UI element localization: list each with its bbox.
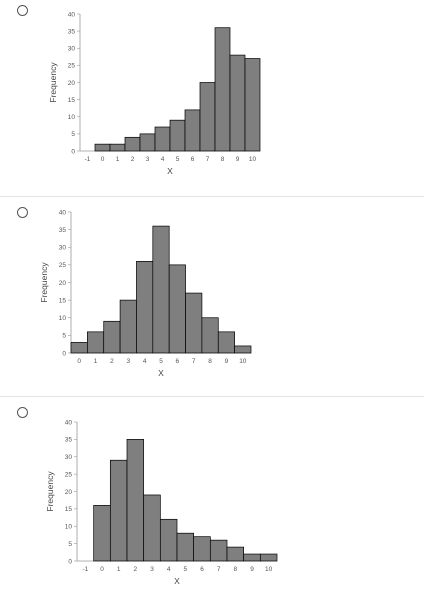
y-tick-label: 25 [65, 471, 73, 478]
histogram-bar [209, 539, 228, 562]
x-tick-label: 5 [176, 156, 180, 163]
y-tick-label: 30 [65, 454, 73, 461]
y-tick-label: 25 [59, 262, 67, 269]
x-tick-label: 6 [176, 358, 180, 365]
histogram-bar [234, 345, 252, 354]
y-tick-label: 35 [65, 437, 73, 444]
x-tick-label: 8 [234, 566, 238, 573]
y-tick-label: 10 [65, 524, 73, 531]
x-tick-label: 1 [116, 156, 120, 163]
x-tick-label: 3 [146, 156, 150, 163]
x-tick-label: 7 [217, 566, 221, 573]
x-tick-label: 10 [265, 566, 273, 573]
y-tick-label: 0 [62, 350, 66, 357]
y-tick-label: 5 [62, 333, 66, 340]
x-tick-label: 2 [131, 156, 135, 163]
y-tick-label: 30 [68, 46, 76, 53]
x-tick-label: 4 [143, 358, 147, 365]
x-tick-label: 6 [200, 566, 204, 573]
x-tick-label: 10 [239, 358, 247, 365]
histogram-bar [259, 553, 278, 562]
x-axis-label: X [174, 576, 180, 586]
histogram-bar [176, 532, 195, 562]
x-tick-label: 2 [110, 358, 114, 365]
x-tick-label: 4 [167, 566, 171, 573]
y-tick-label: 15 [59, 297, 67, 304]
x-tick-label: 10 [249, 156, 257, 163]
y-tick-label: 35 [68, 28, 76, 35]
histogram-bar [126, 439, 145, 562]
x-tick-label: 7 [192, 358, 196, 365]
x-tick-label: 3 [150, 566, 154, 573]
histogram-bar [193, 536, 211, 562]
x-tick-label: 9 [250, 566, 254, 573]
x-tick-label: 8 [221, 156, 225, 163]
x-tick-label: 9 [236, 156, 240, 163]
x-tick-label: 7 [206, 156, 210, 163]
x-tick-label: 1 [117, 566, 121, 573]
y-tick-label: 10 [68, 114, 76, 121]
y-tick-label: 15 [68, 97, 76, 104]
y-tick-label: 40 [59, 209, 67, 216]
option-divider [0, 396, 424, 397]
option-divider [0, 196, 424, 197]
y-axis-label: Frequency [39, 262, 49, 303]
histogram-bar [143, 494, 161, 562]
y-tick-label: 20 [65, 489, 73, 496]
histogram-bar [109, 459, 128, 562]
x-tick-label: 6 [191, 156, 195, 163]
x-tick-label: 9 [225, 358, 229, 365]
x-tick-label: 0 [101, 156, 105, 163]
y-tick-label: 30 [59, 245, 67, 252]
x-tick-label: 3 [126, 358, 130, 365]
radio-button-option-3[interactable] [17, 407, 28, 418]
y-tick-label: 40 [65, 419, 73, 426]
x-tick-label: 5 [184, 566, 188, 573]
y-tick-label: 35 [59, 227, 67, 234]
y-axis-label: Frequency [45, 471, 55, 512]
y-tick-label: 5 [71, 131, 75, 138]
answer-option-2 [0, 197, 424, 396]
x-tick-label: -1 [82, 566, 88, 573]
x-tick-label: 1 [94, 358, 98, 365]
x-tick-label: -1 [85, 156, 91, 163]
x-tick-label: 0 [77, 358, 81, 365]
histogram-chart: 0 5 10 15 20 25 30 35 40 -1 0 1 2 3 4 5 6 7 8 9 10 X Frequency [48, 11, 261, 176]
y-tick-label: 20 [68, 80, 76, 87]
x-tick-label: 5 [159, 358, 163, 365]
x-axis-label: X [167, 166, 173, 176]
y-tick-label: 15 [65, 506, 73, 513]
histogram-bar [93, 505, 111, 562]
histogram-bar [243, 553, 261, 562]
x-axis-label: X [158, 368, 164, 378]
x-tick-label: 0 [100, 566, 104, 573]
radio-button-option-1[interactable] [17, 5, 28, 16]
histogram-bar [217, 331, 235, 354]
answer-option-1: 0 5 10 15 20 25 30 35 40 -1 0 1 2 3 4 5 6 7 8 9 10 X Frequency [0, 0, 424, 196]
y-tick-label: 5 [68, 541, 72, 548]
x-tick-label: 2 [134, 566, 138, 573]
answer-option-3 [0, 397, 424, 600]
x-tick-label: 4 [161, 156, 165, 163]
histogram-bar [226, 546, 245, 562]
histogram-bar [159, 518, 178, 562]
y-tick-label: 0 [71, 148, 75, 155]
y-tick-label: 40 [68, 11, 76, 18]
y-tick-label: 20 [59, 280, 67, 287]
radio-button-option-2[interactable] [17, 207, 28, 218]
x-tick-label: 8 [208, 358, 212, 365]
histogram-bar [244, 58, 261, 152]
y-tick-label: 10 [59, 315, 67, 322]
y-tick-label: 25 [68, 63, 76, 70]
y-axis-label: Frequency [48, 62, 58, 103]
y-tick-label: 0 [68, 558, 72, 565]
